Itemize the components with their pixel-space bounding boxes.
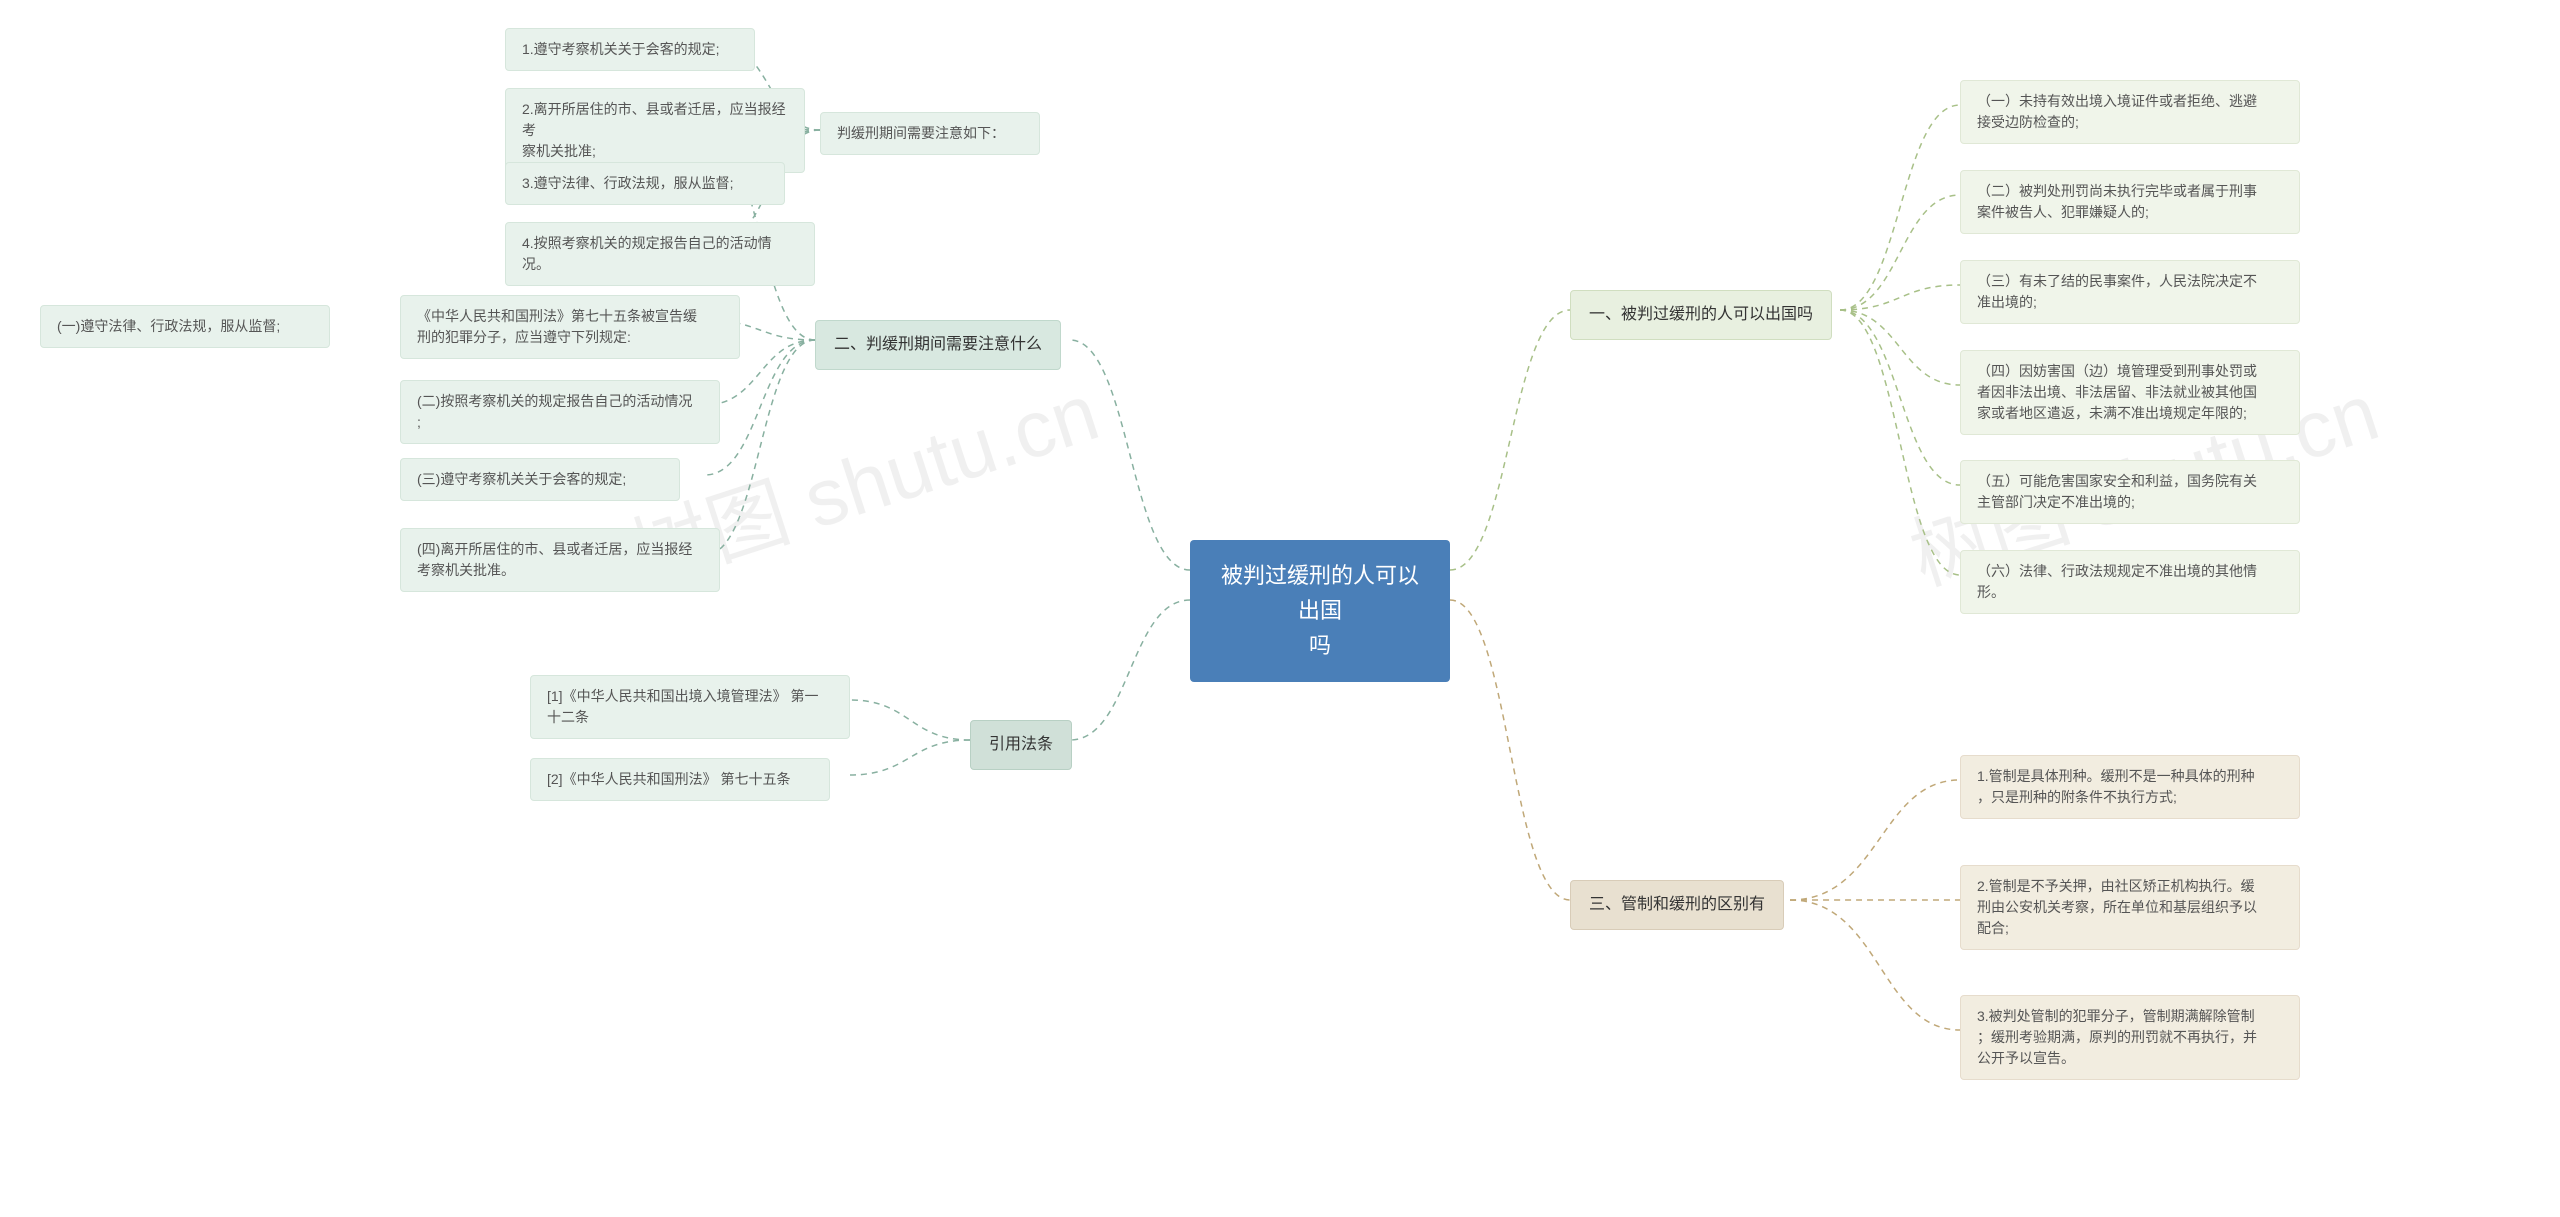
leaf-one-2: （二）被判处刑罚尚未执行完毕或者属于刑事案件被告人、犯罪嫌疑人的; <box>1960 170 2300 234</box>
leaf-one-3: （三）有未了结的民事案件，人民法院决定不准出境的; <box>1960 260 2300 324</box>
sub-two-3: (三)遵守考察机关关于会客的规定; <box>400 458 680 501</box>
sub-two-0: 判缓刑期间需要注意如下： <box>820 112 1040 155</box>
branch-one: 一、被判过缓刑的人可以出国吗 <box>1570 290 1832 340</box>
branch-cite: 引用法条 <box>970 720 1072 770</box>
leaf-two-0-3: 4.按照考察机关的规定报告自己的活动情况。 <box>505 222 815 286</box>
leaf-two-1-0: (一)遵守法律、行政法规，服从监督; <box>40 305 330 348</box>
leaf-one-5: （五）可能危害国家安全和利益，国务院有关主管部门决定不准出境的; <box>1960 460 2300 524</box>
sub-two-4: (四)离开所居住的市、县或者迁居，应当报经考察机关批准。 <box>400 528 720 592</box>
leaf-cite-0: [1]《中华人民共和国出境入境管理法》 第一十二条 <box>530 675 850 739</box>
leaf-two-0-0: 1.遵守考察机关关于会客的规定; <box>505 28 755 71</box>
leaf-one-4: （四）因妨害国（边）境管理受到刑事处罚或者因非法出境、非法居留、非法就业被其他国… <box>1960 350 2300 435</box>
leaf-three-2: 2.管制是不予关押，由社区矫正机构执行。缓刑由公安机关考察，所在单位和基层组织予… <box>1960 865 2300 950</box>
leaf-one-1: （一）未持有效出境入境证件或者拒绝、逃避接受边防检查的; <box>1960 80 2300 144</box>
leaf-one-6: （六）法律、行政法规规定不准出境的其他情形。 <box>1960 550 2300 614</box>
leaf-two-0-2: 3.遵守法律、行政法规，服从监督; <box>505 162 785 205</box>
leaf-two-0-1: 2.离开所居住的市、县或者迁居，应当报经考察机关批准; <box>505 88 805 173</box>
leaf-three-1: 1.管制是具体刑种。缓刑不是一种具体的刑种，只是刑种的附条件不执行方式; <box>1960 755 2300 819</box>
branch-two: 二、判缓刑期间需要注意什么 <box>815 320 1061 370</box>
root-node: 被判过缓刑的人可以出国吗 <box>1190 540 1450 682</box>
sub-two-1: 《中华人民共和国刑法》第七十五条被宣告缓刑的犯罪分子，应当遵守下列规定: <box>400 295 740 359</box>
sub-two-2: (二)按照考察机关的规定报告自己的活动情况; <box>400 380 720 444</box>
leaf-cite-1: [2]《中华人民共和国刑法》 第七十五条 <box>530 758 830 801</box>
branch-three: 三、管制和缓刑的区别有 <box>1570 880 1784 930</box>
leaf-three-3: 3.被判处管制的犯罪分子，管制期满解除管制；缓刑考验期满，原判的刑罚就不再执行，… <box>1960 995 2300 1080</box>
